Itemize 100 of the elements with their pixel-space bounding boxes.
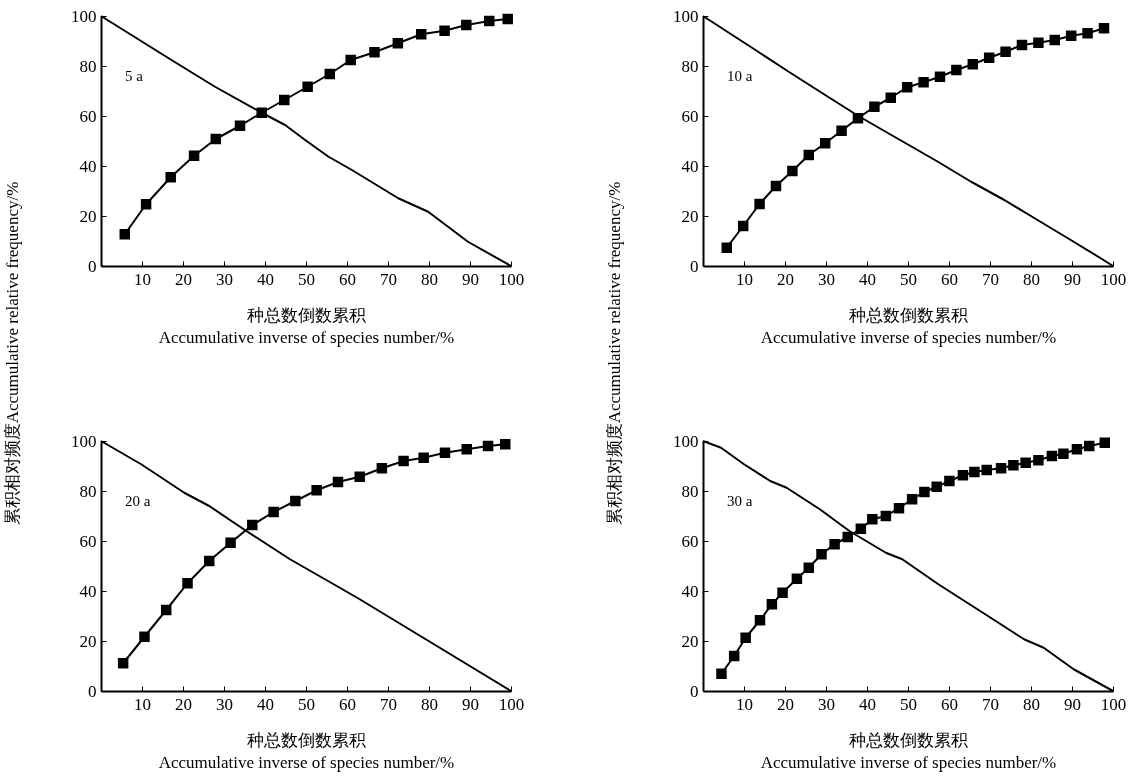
x-tick-label: 60 — [339, 694, 356, 714]
x-tick-label: 80 — [1023, 694, 1040, 714]
annotation: 10 a — [727, 68, 753, 84]
point — [777, 587, 788, 598]
y-tick-label: 100 — [71, 431, 97, 451]
y-axis-title: 累积相对频度Accumulative relative frequency/% — [2, 181, 22, 526]
point — [1058, 448, 1069, 459]
point — [791, 573, 803, 584]
point — [1082, 28, 1093, 39]
point — [934, 71, 946, 82]
point — [119, 229, 131, 240]
point — [290, 495, 301, 507]
point — [893, 503, 905, 514]
point — [1020, 457, 1031, 468]
x-tick-label: 70 — [380, 694, 397, 714]
point — [829, 539, 840, 550]
x-tick-label: 70 — [982, 269, 999, 289]
y-tick-label: 40 — [79, 581, 97, 601]
y-tick-label: 0 — [88, 256, 97, 276]
x-tick-label: 30 — [216, 694, 233, 714]
y-tick-label: 80 — [79, 481, 97, 501]
y-tick-label: 0 — [690, 256, 699, 276]
point — [210, 133, 222, 145]
x-axis-title: 种总数倒数累积 Accumulative inverse of species number/% — [158, 305, 455, 347]
x-tick-label: 60 — [941, 694, 958, 714]
x-tick-label: 60 — [941, 269, 958, 289]
point — [1065, 30, 1077, 41]
x-tick-label: 100 — [1100, 694, 1127, 714]
point — [803, 562, 815, 573]
y-tick-label: 100 — [71, 6, 97, 26]
x-tick-label: 50 — [900, 694, 917, 714]
y-tick-label: 20 — [681, 206, 699, 226]
point — [165, 172, 176, 183]
x-tick-label: 70 — [982, 694, 999, 714]
point — [766, 599, 778, 610]
point — [880, 510, 892, 522]
point — [369, 47, 380, 58]
point — [1033, 455, 1044, 466]
point — [819, 138, 831, 149]
y-tick-label: 60 — [681, 106, 699, 126]
point — [182, 578, 193, 589]
y-tick-label: 0 — [690, 681, 699, 701]
x-axis-title: 种总数倒数累积 Accumulative inverse of species number/% — [760, 730, 1057, 772]
x-tick-label: 100 — [1100, 269, 1127, 289]
point — [770, 180, 782, 192]
point — [439, 25, 450, 36]
x-tick-label: 10 — [134, 269, 151, 289]
x-axis-title: 种总数倒数累积 Accumulative inverse of species number/% — [760, 305, 1057, 347]
x-tick-label: 80 — [1023, 269, 1040, 289]
x-tick-label: 40 — [257, 694, 274, 714]
y-tick-label: 20 — [79, 206, 97, 226]
point — [1083, 440, 1095, 452]
point — [324, 68, 336, 80]
point — [439, 447, 451, 458]
x-tick-label: 20 — [175, 694, 192, 714]
x-tick-label: 90 — [1064, 269, 1081, 289]
x-tick-label: 30 — [216, 269, 233, 289]
point — [461, 19, 472, 31]
point — [1008, 460, 1019, 471]
x-tick-label: 50 — [900, 269, 917, 289]
y-tick-label: 20 — [79, 631, 97, 651]
point — [204, 555, 215, 567]
point — [188, 150, 200, 161]
point — [268, 506, 279, 518]
point — [816, 549, 827, 560]
y-tick-label: 100 — [673, 6, 699, 26]
point — [461, 444, 472, 455]
point — [969, 466, 980, 478]
x-tick-label: 20 — [175, 269, 192, 289]
point — [376, 463, 388, 474]
point — [867, 514, 878, 525]
y-axis-title: 累积相对频度Accumulative relative frequency/% — [604, 181, 624, 526]
point — [354, 471, 365, 482]
point — [906, 494, 918, 505]
point — [728, 650, 740, 662]
point — [1049, 34, 1061, 46]
y-tick-label: 40 — [79, 156, 97, 176]
point — [1098, 23, 1110, 34]
point — [740, 632, 751, 643]
x-tick-label: 70 — [380, 269, 397, 289]
point — [919, 486, 930, 498]
y-tick-label: 60 — [79, 106, 97, 126]
point — [418, 452, 429, 463]
x-tick-label: 100 — [498, 269, 525, 289]
point — [842, 531, 853, 543]
point — [944, 475, 955, 487]
x-tick-label: 20 — [777, 269, 794, 289]
point — [484, 15, 495, 27]
x-tick-label: 50 — [298, 694, 315, 714]
x-tick-label: 50 — [298, 269, 315, 289]
point — [415, 29, 427, 40]
x-tick-label: 10 — [134, 694, 151, 714]
point — [1000, 46, 1011, 57]
point — [716, 668, 727, 679]
point — [482, 440, 494, 452]
point — [901, 82, 913, 93]
point — [983, 52, 995, 63]
point — [981, 464, 992, 476]
y-tick-label: 40 — [681, 581, 699, 601]
x-tick-label: 80 — [421, 269, 438, 289]
